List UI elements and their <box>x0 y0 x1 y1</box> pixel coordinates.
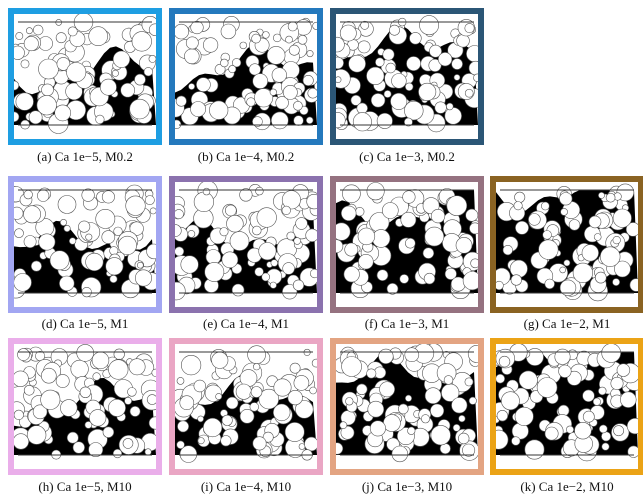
panel-caption: (j) Ca 1e−3, M10 <box>322 479 492 495</box>
simulation-image <box>14 14 156 139</box>
panel-frame <box>169 8 323 145</box>
simulation-image <box>175 344 317 469</box>
panel-frame <box>490 176 643 313</box>
panel-frame <box>8 338 162 475</box>
panel-frame <box>169 338 323 475</box>
panel-frame <box>8 176 162 313</box>
panel-frame <box>490 338 643 475</box>
panel-caption: (c) Ca 1e−3, M0.2 <box>322 149 492 165</box>
panel-caption: (i) Ca 1e−4, M10 <box>161 479 331 495</box>
panel-caption: (a) Ca 1e−5, M0.2 <box>0 149 170 165</box>
simulation-image <box>14 182 156 307</box>
simulation-image <box>175 14 317 139</box>
panel-frame <box>169 176 323 313</box>
panel-caption: (h) Ca 1e−5, M10 <box>0 479 170 495</box>
simulation-image <box>14 344 156 469</box>
simulation-image <box>175 182 317 307</box>
simulation-image <box>336 344 478 469</box>
panel-caption: (d) Ca 1e−5, M1 <box>0 316 170 332</box>
panel-caption: (g) Ca 1e−2, M1 <box>482 316 643 332</box>
panel-frame <box>8 8 162 145</box>
panel-frame <box>330 176 484 313</box>
simulation-image <box>496 344 638 469</box>
panel-frame <box>330 338 484 475</box>
panel-frame <box>330 8 484 145</box>
panel-caption: (e) Ca 1e−4, M1 <box>161 316 331 332</box>
panel-caption: (k) Ca 1e−2, M10 <box>482 479 643 495</box>
figure: (a) Ca 1e−5, M0.2(b) Ca 1e−4, M0.2(c) Ca… <box>0 0 643 496</box>
panel-caption: (b) Ca 1e−4, M0.2 <box>161 149 331 165</box>
simulation-image <box>336 14 478 139</box>
panel-caption: (f) Ca 1e−3, M1 <box>322 316 492 332</box>
simulation-image <box>496 182 638 307</box>
simulation-image <box>336 182 478 307</box>
